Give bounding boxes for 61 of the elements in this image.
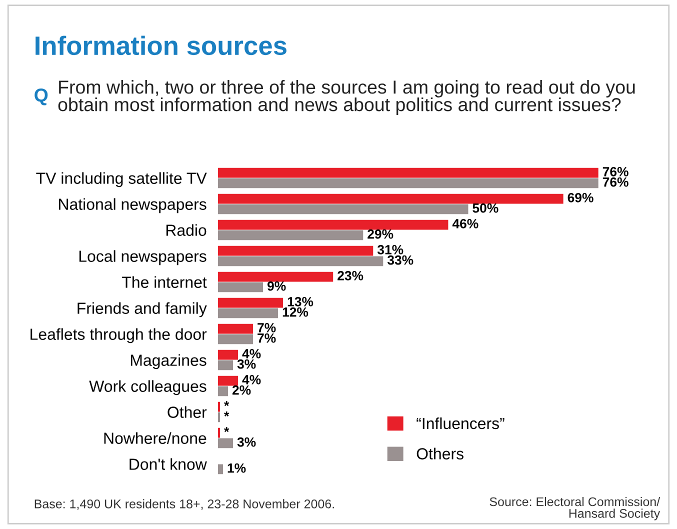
data-label: 9% [267,281,286,291]
y-tick-label: Work colleagues [89,380,206,396]
source-note: Source: Electoral Commission/ Hansard Society [490,497,660,520]
text: Base: 1,490 UK residents 18+, 23-28 November 2006. [34,499,334,510]
data-label: 69% [568,193,594,202]
chart-title: Information sources [36,36,286,56]
bar [218,464,223,474]
y-tick-label: National newspapers [59,198,206,214]
bar [218,194,564,204]
legend-label: Others [416,448,464,460]
data-label: 13% [288,297,314,306]
bar [218,178,598,188]
y-tick-label: Other [168,406,207,418]
bar [218,272,334,282]
y-tick-label: Local newspapers [79,250,206,266]
bar [218,220,448,230]
data-label: 7% [258,323,276,332]
data-label: 4% [242,375,261,384]
bar [218,350,238,360]
bar [218,438,234,448]
y-tick-label: Magazines [130,354,206,370]
y-tick-label: Leaflets through the door [30,328,207,344]
chart-subtitle: Q From which, two or three of the sources I am going to read out do you obtain most information and news about politics and current issues? [34,80,635,115]
bar [218,386,228,396]
bar [218,256,384,266]
bar [218,246,374,256]
data-label: 2% [232,385,251,395]
y-tick-label: TV including satellite TV [36,172,207,188]
bar [218,376,238,386]
y-tick-label: Nowhere/none [104,432,206,444]
bar [218,204,468,214]
data-label: * [224,427,230,432]
bar [218,360,234,370]
bar [218,334,254,344]
data-label: 3% [237,359,256,369]
data-label: 23% [338,271,364,280]
y-tick-label: The internet [122,276,207,288]
data-label: 3% [237,437,256,447]
bar [218,282,264,292]
data-label: 50% [472,203,498,213]
y-tick-label: Friends and family [78,302,207,318]
y-tick-label: Don't know [130,458,207,470]
bar [218,168,598,178]
data-label: 4% [242,349,261,358]
bar [218,308,278,318]
data-label: 76% [602,177,628,187]
data-label: 33% [387,255,414,265]
data-label: * [224,412,230,416]
legend-label: “Influencers” [416,417,504,430]
bar [218,298,284,308]
data-label: 76% [602,167,628,176]
data-label: 46% [452,219,478,228]
data-label: 29% [368,229,394,239]
bar [218,230,364,240]
data-label: * [224,401,230,406]
data-label: 12% [282,307,308,317]
bar [218,324,254,334]
data-label: 31% [377,245,404,254]
data-label: 1% [228,463,246,473]
y-tick-label: Radio [166,224,206,236]
data-label: 7% [258,333,276,343]
